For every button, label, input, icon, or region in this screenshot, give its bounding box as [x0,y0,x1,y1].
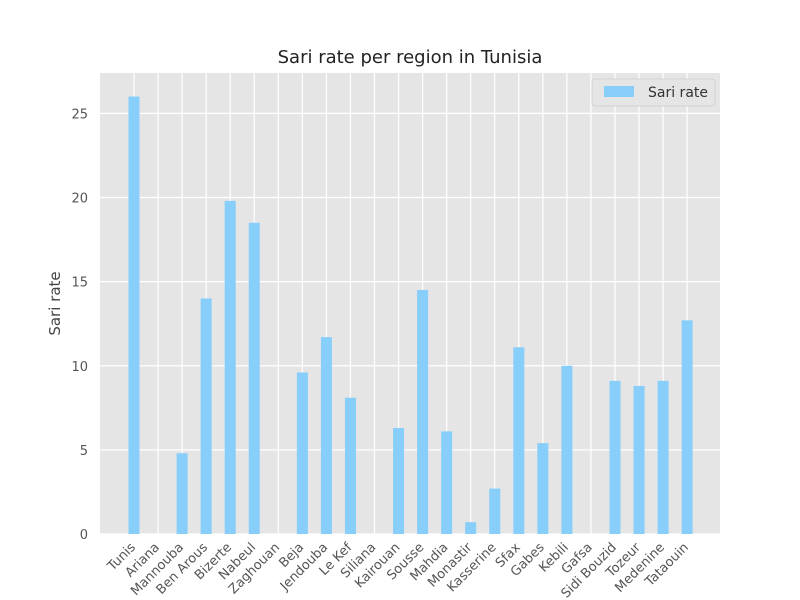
bar-tozeur [633,385,645,534]
y-tick-label: 0 [80,528,88,543]
bar-sidi-bouzid [609,380,621,534]
y-tick-label: 5 [80,444,88,459]
bar-kasserine [489,488,501,534]
y-axis-label: Sari rate [46,271,64,335]
bar-jendouba [320,337,332,534]
chart-title: Sari rate per region in Tunisia [278,47,543,68]
bar-le-kef [344,397,356,534]
bar-ben-arous [200,298,212,534]
y-tick-label: 25 [71,107,88,122]
bar-gabes [537,443,549,534]
bar-kairouan [393,428,405,534]
legend-label: Sari rate [648,85,708,101]
bar-monastir [465,522,477,534]
bar-tunis [128,96,140,534]
bar-mahdia [441,431,453,534]
y-tick-label: 15 [71,276,88,291]
legend-swatch [604,86,634,97]
bar-sfax [513,347,525,534]
bar-beja [296,372,308,534]
plot-area [100,73,720,534]
bar-sousse [417,290,429,534]
bar-bizerte [224,200,236,535]
bar-mannouba [176,453,188,534]
legend-box [591,78,716,107]
bar-medenine [657,380,669,534]
y-tick-label: 20 [71,192,88,207]
y-tick-label: 10 [71,360,88,375]
bar-kebili [561,365,573,534]
bar-tataouin [681,320,693,534]
bar-nabeul [248,222,260,534]
